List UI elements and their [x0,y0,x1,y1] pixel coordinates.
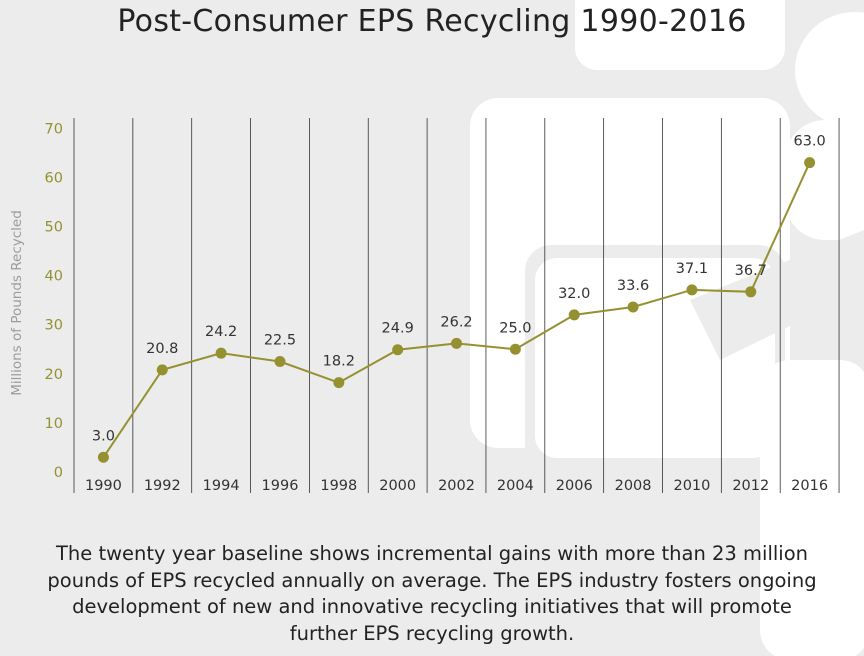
data-label: 22.5 [264,333,296,349]
data-point [333,377,345,389]
data-point [392,344,404,356]
x-tick-label: 1992 [144,478,181,494]
data-point [97,451,109,463]
y-axis-ticks: 0 10 20 30 40 50 60 70 [45,121,63,481]
x-tick-label: 2000 [379,478,416,494]
data-label: 24.9 [382,321,414,337]
y-tick-label: 10 [45,416,63,432]
data-point [568,309,580,321]
x-tick-label: 1998 [320,478,357,494]
x-tick-label: 2008 [615,478,652,494]
x-tick-label: 2012 [732,478,769,494]
data-point [745,286,757,298]
data-point [156,364,168,376]
x-tick-label: 2016 [791,478,828,494]
x-tick-label: 2010 [673,478,710,494]
grid-lines [73,118,840,493]
data-point [627,301,639,313]
data-point [215,347,227,359]
y-tick-label: 20 [45,367,63,383]
x-tick-label: 1990 [85,478,122,494]
x-axis-ticks: 1990 1992 1994 1996 1998 2000 2002 2004 2006 2008… [85,478,828,494]
data-point [509,343,521,355]
data-point [804,157,816,169]
y-tick-label: 40 [45,269,63,285]
data-label: 37.1 [676,261,708,277]
y-tick-label: 30 [45,318,63,334]
series-line [102,162,811,458]
data-point [686,284,698,296]
chart-caption: The twenty year baseline shows increment… [47,542,817,645]
data-label: 20.8 [146,341,178,357]
data-point [274,356,286,368]
data-label: 24.2 [205,324,237,340]
data-label: 33.6 [617,278,649,294]
data-label: 18.2 [323,354,355,370]
y-tick-label: 70 [45,121,63,137]
x-tick-label: 2002 [438,478,475,494]
y-tick-label: 0 [54,465,63,481]
data-series: 3.0 20.8 24.2 22.5 18.2 24.9 26.2 25.0 32.0 33.6 3… [92,134,826,463]
data-label: 25.0 [499,320,531,336]
y-axis-label: Millions of Pounds Recycled [9,210,25,396]
data-label: 63.0 [793,134,825,150]
data-label: 3.0 [92,428,115,444]
data-label: 26.2 [440,314,472,330]
y-tick-label: 60 [45,170,63,186]
data-label: 36.7 [735,263,767,279]
data-point [451,337,463,349]
x-tick-label: 1996 [262,478,299,494]
data-label: 32.0 [558,286,590,302]
x-tick-label: 2006 [556,478,593,494]
x-tick-label: 1994 [203,478,240,494]
x-tick-label: 2004 [497,478,534,494]
y-tick-label: 50 [45,220,63,236]
chart-title: Post-Consumer EPS Recycling 1990-2016 [117,4,747,39]
